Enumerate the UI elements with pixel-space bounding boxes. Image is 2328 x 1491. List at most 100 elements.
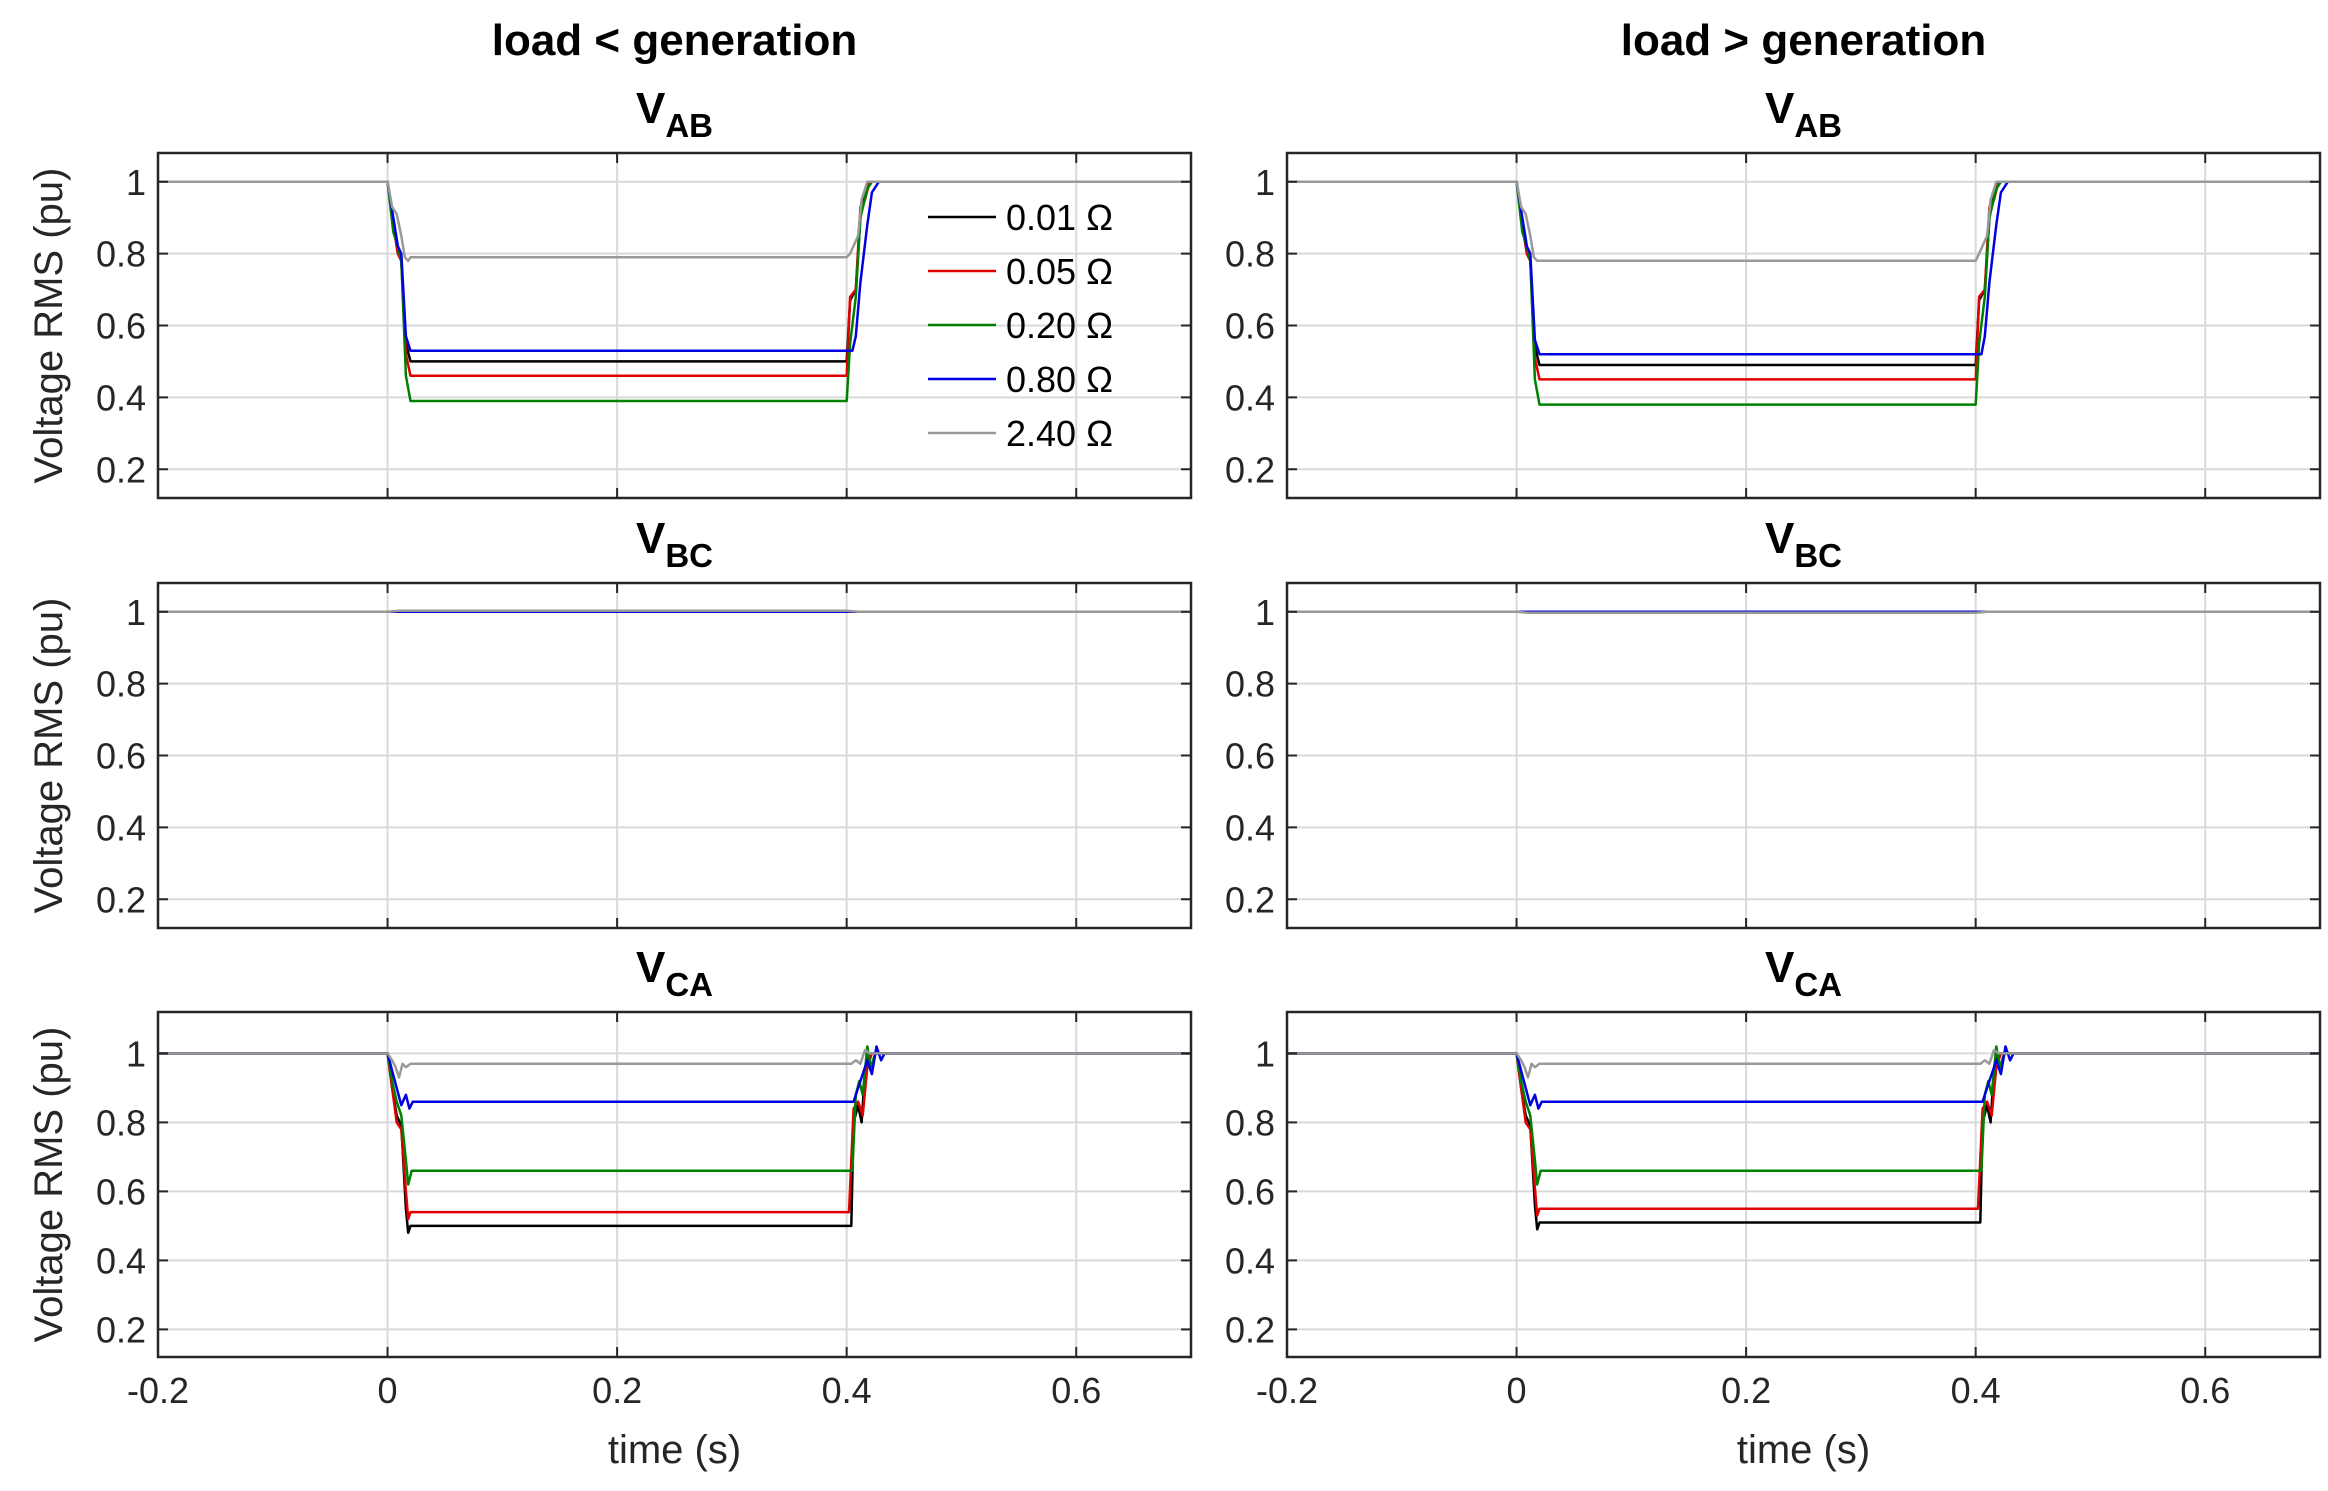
y-tick-label: 1 (126, 1033, 146, 1074)
axes-title: VAB (636, 84, 713, 144)
y-tick-label: 0.8 (96, 664, 146, 705)
x-tick-label: 0.6 (1051, 1370, 1101, 1411)
y-tick-label: 0.2 (1225, 1309, 1275, 1350)
y-tick-label: 0.2 (96, 449, 146, 490)
x-tick-label: 0 (378, 1370, 398, 1411)
y-tick-label: 0.4 (96, 807, 146, 848)
y-tick-label: 0.4 (96, 1240, 146, 1281)
axes-title-subscript: CA (1794, 966, 1842, 1003)
subplot-0: load < generation VAB 0.2 0.4 0.6 0.8 1 Voltage… (27, 16, 1193, 500)
axes-title: VBC (636, 514, 713, 574)
series-line-1 (1287, 1052, 2320, 1217)
subplot-3: VBC 0.2 0.4 0.6 0.8 1 (1225, 514, 2322, 930)
legend-label: 0.20 Ω (1006, 305, 1113, 346)
axes-title-subscript: CA (665, 966, 713, 1003)
axes-title-main: V (636, 84, 666, 133)
series-line-2 (158, 1045, 1191, 1186)
axes-title: VBC (1765, 514, 1842, 574)
y-tick-label: 0.6 (1225, 1171, 1275, 1212)
series-line-4 (1287, 180, 2320, 263)
y-tick-label: 1 (126, 592, 146, 633)
series-line-2 (158, 180, 1191, 403)
series-line-4 (158, 1048, 1191, 1079)
y-tick-label: 1 (1255, 592, 1275, 633)
subplot-2: VBC 0.2 0.4 0.6 0.8 1 Voltage RMS (pu) (27, 514, 1193, 930)
axes-box (1285, 1010, 2322, 1359)
axes-title-main: V (636, 943, 666, 992)
column-title: load > generation (1621, 16, 1987, 65)
axes-title-main: V (1765, 943, 1795, 992)
x-axis-label: time (s) (1737, 1428, 1870, 1472)
axes-title: VAB (1765, 84, 1842, 144)
x-tick-label: 0 (1507, 1370, 1527, 1411)
axes-title-main: V (1765, 514, 1795, 563)
legend-label: 2.40 Ω (1006, 413, 1113, 454)
y-tick-label: 0.2 (1225, 449, 1275, 490)
series-line-0 (158, 1052, 1191, 1235)
x-tick-label: -0.2 (127, 1370, 189, 1411)
series-line-1 (1287, 180, 2320, 381)
axes-title-subscript: BC (1794, 537, 1842, 574)
series-line-3 (1287, 180, 2320, 356)
subplot-1: load > generation VAB 0.2 0.4 0.6 0.8 1 (1225, 16, 2322, 500)
axes-title-main: V (636, 514, 666, 563)
y-tick-label: 0.8 (96, 1102, 146, 1143)
series-line-4 (1287, 610, 2320, 615)
x-tick-label: 0.2 (592, 1370, 642, 1411)
y-tick-label: 1 (1255, 162, 1275, 203)
legend-label: 0.01 Ω (1006, 197, 1113, 238)
series-line-3 (158, 1045, 1191, 1110)
x-tick-label: 0.4 (822, 1370, 872, 1411)
y-axis-label: Voltage RMS (pu) (27, 598, 71, 914)
series-line-2 (1287, 180, 2320, 406)
series-line-1 (158, 1052, 1191, 1221)
axes-title-main: V (1765, 84, 1795, 133)
y-axis-label: Voltage RMS (pu) (27, 168, 71, 484)
axes-title-subscript: AB (665, 107, 713, 144)
x-tick-label: 0.6 (2180, 1370, 2230, 1411)
axes-box (156, 1010, 1193, 1359)
series-line-3 (1287, 1045, 2320, 1110)
y-tick-label: 0.4 (1225, 1240, 1275, 1281)
y-tick-label: 0.2 (96, 879, 146, 920)
y-tick-label: 1 (1255, 1033, 1275, 1074)
subplot-5: VCA 0.2 0.4 0.6 0.8 1 -0.2 0 0.2 0.4 0.6 time (s) (1225, 943, 2322, 1472)
y-tick-label: 0.8 (96, 234, 146, 275)
series-line-4 (1287, 1048, 2320, 1079)
column-title: load < generation (492, 16, 858, 65)
subplot-4: VCA 0.2 0.4 0.6 0.8 1 -0.2 0 0.2 0.4 0.6 time (s) Vo… (27, 943, 1193, 1472)
y-tick-label: 0.2 (1225, 879, 1275, 920)
y-tick-label: 0.6 (96, 306, 146, 347)
legend-label: 0.05 Ω (1006, 251, 1113, 292)
x-tick-label: -0.2 (1256, 1370, 1318, 1411)
y-tick-label: 0.4 (1225, 807, 1275, 848)
y-tick-label: 0.6 (1225, 306, 1275, 347)
x-axis-label: time (s) (608, 1428, 741, 1472)
y-tick-label: 0.8 (1225, 1102, 1275, 1143)
legend: 0.01 Ω 0.05 Ω 0.20 Ω 0.80 Ω 2.40 Ω (928, 197, 1113, 454)
axes-title-subscript: AB (1794, 107, 1842, 144)
series-line-0 (1287, 180, 2320, 367)
series-line-3 (158, 180, 1191, 352)
y-tick-label: 0.8 (1225, 234, 1275, 275)
series-line-0 (1287, 1052, 2320, 1231)
y-tick-label: 0.4 (1225, 377, 1275, 418)
series-line-4 (158, 609, 1191, 614)
axes-title: VCA (1765, 943, 1842, 1003)
y-tick-label: 0.4 (96, 377, 146, 418)
legend-label: 0.80 Ω (1006, 359, 1113, 400)
y-tick-label: 1 (126, 162, 146, 203)
y-tick-label: 0.6 (1225, 736, 1275, 777)
y-axis-label: Voltage RMS (pu) (27, 1027, 71, 1343)
y-tick-label: 0.8 (1225, 664, 1275, 705)
axes-title: VCA (636, 943, 713, 1003)
x-tick-label: 0.2 (1721, 1370, 1771, 1411)
y-tick-label: 0.6 (96, 1171, 146, 1212)
series-line-2 (1287, 1045, 2320, 1186)
x-tick-label: 0.4 (1951, 1370, 2001, 1411)
series-line-4 (158, 180, 1191, 263)
axes-title-subscript: BC (665, 537, 713, 574)
y-tick-label: 0.6 (96, 736, 146, 777)
y-tick-label: 0.2 (96, 1309, 146, 1350)
